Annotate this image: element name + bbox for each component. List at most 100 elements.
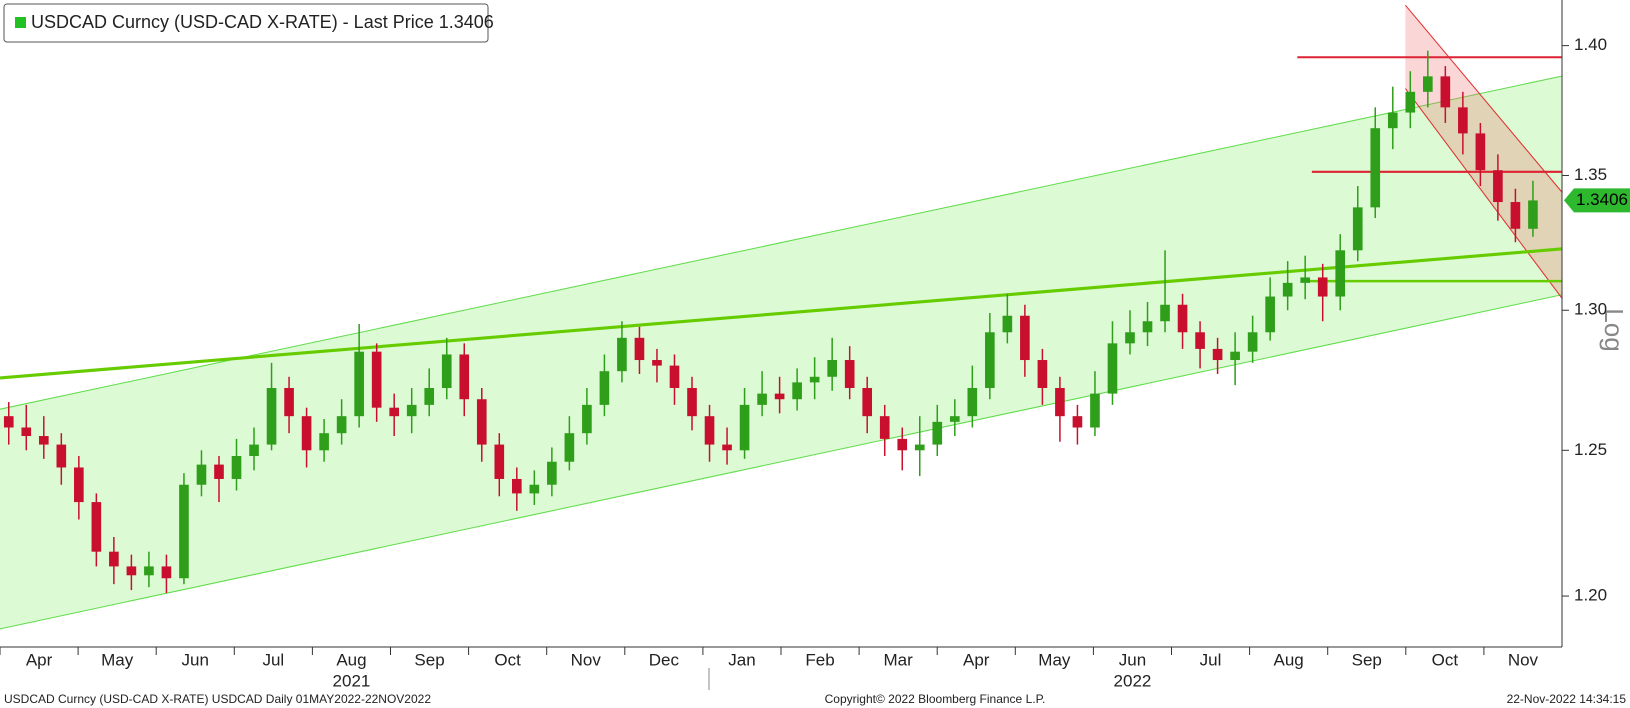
candle-body [214,464,224,479]
candle-body [774,393,785,400]
candle-body [1335,250,1346,297]
candles [3,50,1538,594]
candle-body [74,467,84,503]
candle-body [1317,277,1328,297]
candle-body [231,456,242,479]
candle-body [1510,202,1521,229]
x-tick-label: Apr [963,650,990,669]
candle-body [687,387,697,417]
last-price-tag [1564,188,1630,213]
legend-box [3,3,489,43]
y-tick-label: 1.20 [1574,586,1607,605]
candle-body [932,421,943,445]
candle-body [529,484,540,494]
candle-body [512,478,522,494]
x-tick-label: Nov [571,650,602,669]
candle-body [1230,351,1240,361]
x-tick-label: Oct [1432,650,1459,669]
candle-body [1090,393,1100,428]
candle-body [1352,207,1363,251]
candle-body [494,444,505,479]
down-channel-lower [1404,88,1563,300]
candle-body [1125,332,1135,344]
candle-body [827,360,837,377]
y-tick-label: 1.30 [1574,300,1607,319]
candle-body [757,393,767,405]
candle-body [1107,343,1118,394]
x-tick-label: Jul [262,650,284,669]
last-price-label: 1.3406 [1576,190,1628,209]
candle-body [389,407,400,417]
candle-body [91,502,102,552]
candle-body [722,444,732,451]
candle-body [582,404,592,434]
candle-body [1195,332,1205,349]
candle-body [179,484,189,579]
candle-body [1002,315,1013,333]
candle-body [879,416,890,439]
candle-body [21,427,32,437]
x-tick-label: Apr [26,650,53,669]
candle-body [914,444,925,451]
legend-label: USDCAD Curncy (USD-CAD X-RATE) - Last Pr… [31,12,494,32]
x-tick-label: Dec [649,650,680,669]
candle-body [266,387,277,445]
candle-body [196,464,207,485]
x-tick-label: Feb [805,650,834,669]
candle-body [985,332,995,388]
candle-body [161,566,172,579]
candle-body [1282,282,1293,297]
y-tick-label: 1.25 [1574,440,1607,459]
candle-body [739,404,750,451]
candle-body [564,433,575,462]
candle-body [1055,387,1065,417]
y-tick-label: 1.35 [1574,165,1607,184]
x-tick-label: Jul [1200,650,1222,669]
candle-body [1405,91,1416,113]
x-tick-label: Jun [182,650,209,669]
channel-upper [0,75,1563,410]
x-tick-label: Sep [414,650,444,669]
candle-body [617,337,627,372]
candle-body [109,551,119,567]
x-tick-label: Jan [728,650,755,669]
candle-body [792,382,802,400]
candle-body [652,360,662,366]
x-tick-label: Oct [494,650,521,669]
candle-body [319,433,329,451]
candle-body [897,438,908,451]
candle-body [249,444,259,457]
x-tick-label: Aug [336,650,366,669]
candle-body [1142,321,1153,333]
candle-body [1212,348,1223,361]
candle-body [547,461,557,485]
candle-body [669,365,680,388]
candle-body [336,416,347,434]
channel-fill [0,76,1563,629]
candle-body [476,399,487,445]
candle-body [126,566,137,576]
candle-body [1300,277,1311,283]
axis-note: Log [1599,308,1629,351]
candle-body [459,354,470,400]
year-label: 2021 [333,671,371,690]
x-tick-label: Nov [1508,650,1539,669]
year-label: 2022 [1114,671,1152,690]
candle-body [1528,200,1538,229]
y-tick-label: 1.40 [1574,35,1607,54]
candle-body [1387,112,1398,129]
footer-right: 22-Nov-2022 14:34:15 [1507,692,1627,706]
candle-body [354,351,364,417]
legend-swatch [15,17,26,28]
x-tick-label: Mar [884,650,914,669]
candle-body [949,416,960,422]
candle-body [284,387,294,417]
x-tick-label: May [101,650,134,669]
candle-body [3,416,14,428]
x-tick-label: Sep [1352,650,1382,669]
candle-body [599,371,610,405]
candle-body [634,337,645,361]
candle-body [1177,304,1188,333]
candle-body [1020,315,1030,361]
